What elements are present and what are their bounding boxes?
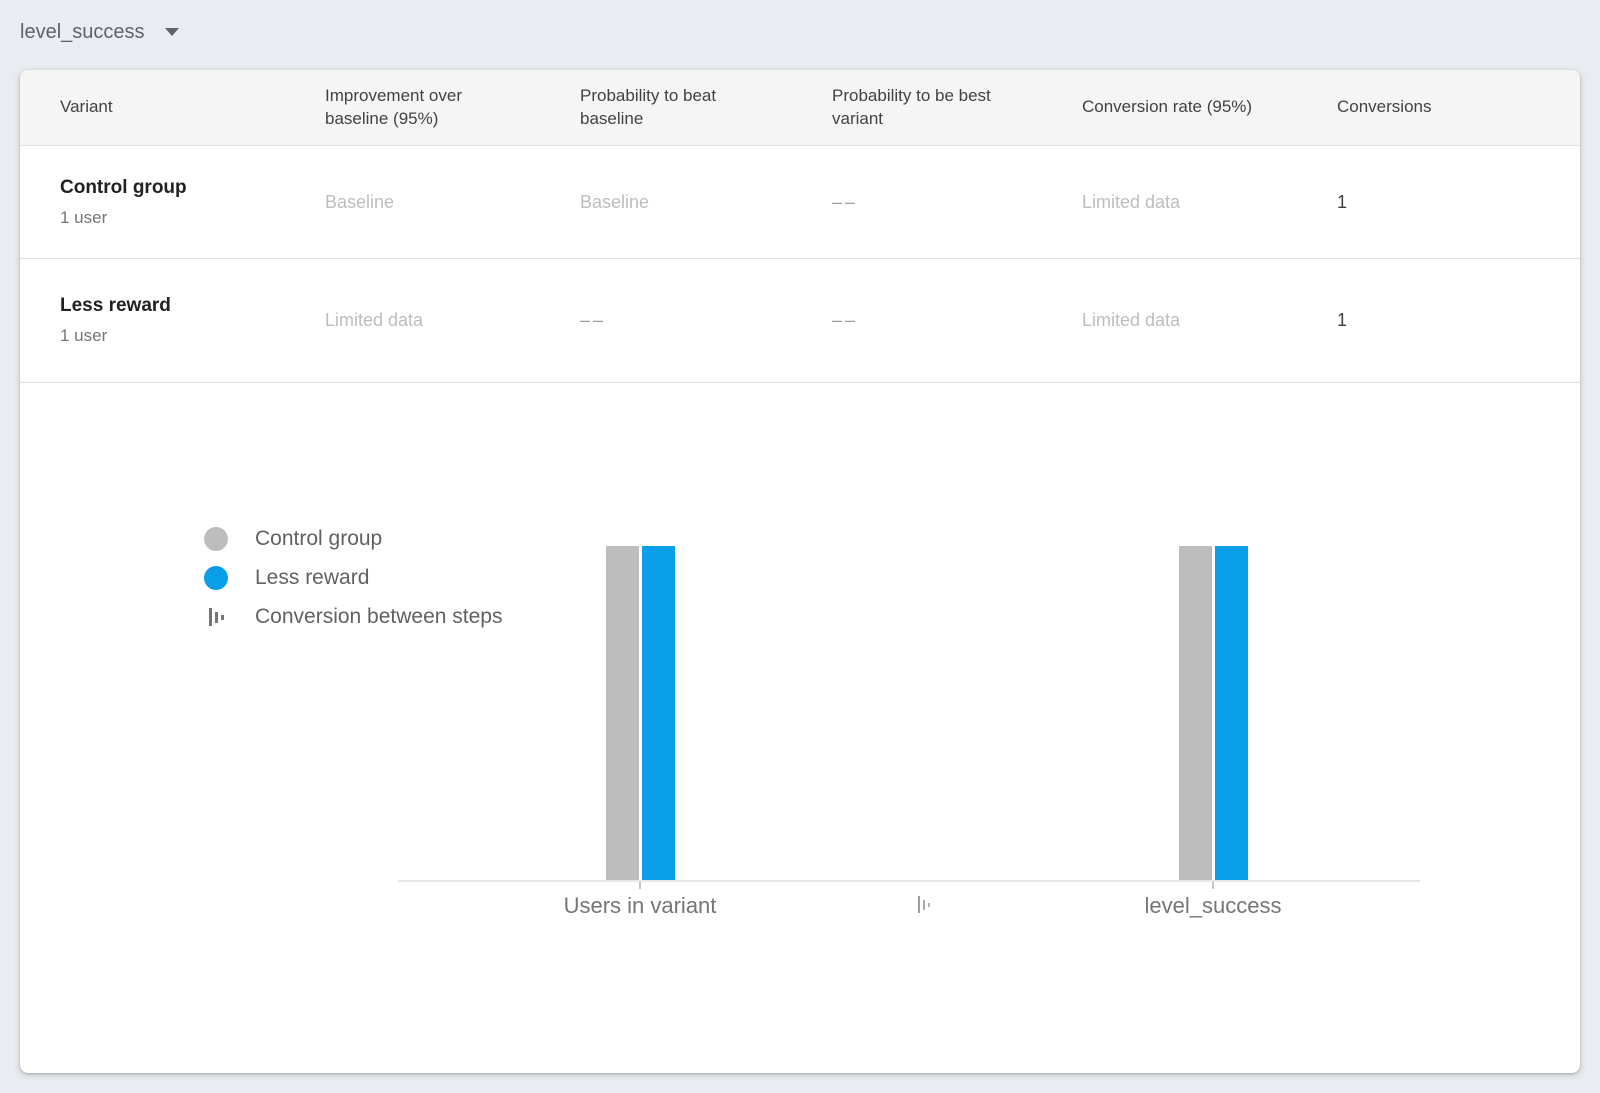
variant-user-count: 1 user [60, 207, 108, 227]
column-header-improvement: Improvement over baseline (95%) [325, 85, 462, 128]
improvement-value: Limited data [325, 310, 424, 330]
less-reward-swatch-icon [203, 566, 229, 590]
bar-plot: Users in variant level_success [398, 546, 1420, 918]
variant-cell: Less reward 1 user [60, 295, 325, 346]
legend-label: Control group [255, 527, 383, 550]
goal-selector-dropdown[interactable]: level_success [20, 16, 179, 48]
prob-beat-baseline-value: –– [580, 310, 607, 330]
chevron-down-icon [164, 28, 179, 36]
conversions-value: 1 [1337, 310, 1348, 330]
bar-less-reward-users-in-variant[interactable] [641, 546, 675, 880]
column-header-variant: Variant [60, 97, 113, 117]
conversion-steps-icon [203, 608, 229, 626]
bar-less-reward-level_success[interactable] [1214, 546, 1248, 880]
variant-cell: Control group 1 user [60, 177, 325, 228]
legend-label: Less reward [255, 566, 370, 589]
axis-tick [639, 882, 641, 889]
conversions-value: 1 [1337, 191, 1348, 212]
variant-name: Less reward [60, 295, 171, 316]
bar-control-group-users-in-variant[interactable] [605, 546, 639, 880]
legend-item-control-group: Control group [203, 526, 502, 552]
table-row-less-reward: Less reward 1 user Limited data –– –– Li… [20, 259, 1580, 383]
prob-best-variant-value: –– [832, 310, 859, 330]
column-header-prob-beat-baseline: Probability to beat baseline [580, 85, 717, 128]
legend-item-conversion-between-steps: Conversion between steps [203, 604, 502, 630]
column-header-conversion-rate: Conversion rate (95%) [1082, 97, 1253, 117]
variant-name: Control group [60, 176, 187, 198]
bar-control-group-level_success[interactable] [1178, 546, 1212, 880]
prob-beat-baseline-value: Baseline [580, 191, 650, 212]
results-table-header: Variant Improvement over baseline (95%) … [20, 70, 1580, 146]
legend-item-less-reward: Less reward [203, 565, 502, 591]
improvement-value: Baseline [325, 191, 395, 212]
conversion-steps-axis-icon [918, 896, 930, 913]
axis-tick [1212, 882, 1214, 889]
conversion-funnel-chart: Control group Less reward Conversion bet… [20, 383, 1580, 1003]
column-header-prob-best-variant: Probability to be best variant [832, 85, 991, 128]
category-label-level_success: level_success [1144, 893, 1282, 918]
experiment-results-card: Variant Improvement over baseline (95%) … [20, 70, 1580, 1073]
chart-legend: Control group Less reward Conversion bet… [203, 526, 502, 630]
prob-best-variant-value: –– [832, 191, 859, 212]
control-group-swatch-icon [203, 527, 229, 551]
variant-user-count: 1 user [60, 326, 108, 345]
conversion-rate-value: Limited data [1082, 191, 1181, 212]
goal-selector-label: level_success [20, 20, 145, 43]
column-header-conversions: Conversions [1337, 97, 1432, 117]
category-label-users-in-variant: Users in variant [563, 893, 717, 918]
table-row-control-group: Control group 1 user Baseline Baseline –… [20, 146, 1580, 259]
conversion-rate-value: Limited data [1082, 310, 1181, 330]
legend-label: Conversion between steps [255, 605, 503, 628]
